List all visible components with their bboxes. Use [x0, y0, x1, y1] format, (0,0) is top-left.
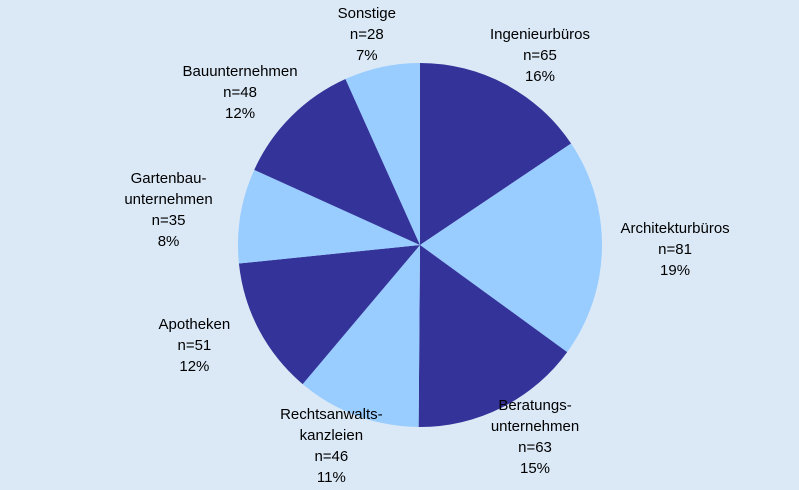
- slice-label: Ingenieurbüros n=65 16%: [490, 24, 590, 87]
- slice-label: Architekturbüros n=81 19%: [620, 218, 729, 281]
- value-label: n=46: [314, 448, 349, 465]
- pie-slice: [238, 169, 420, 264]
- value-label: n=28: [349, 26, 384, 44]
- share-label: 12%: [225, 105, 256, 123]
- slice-label: Bauunternehmen n=48 12%: [183, 61, 298, 124]
- value-label: n=48: [223, 84, 257, 102]
- value-label: n=35: [151, 212, 186, 230]
- pie-slice: [420, 63, 572, 245]
- slice-label: Rechtsanwalts- kanzleien n=46 11%: [280, 404, 383, 488]
- share-label: 7%: [355, 47, 378, 65]
- category-label: Ingenieurbüros: [489, 25, 591, 43]
- category-label: Apotheken: [158, 315, 231, 333]
- share-label: 15%: [520, 459, 551, 477]
- value-label: n=51: [177, 336, 212, 354]
- pie-slice: [254, 78, 420, 245]
- pie-slice: [420, 143, 603, 353]
- slice-label: Beratungs- unternehmen n=63 15%: [491, 395, 579, 479]
- pie-slice: [345, 63, 420, 245]
- share-label: 11%: [316, 469, 346, 486]
- share-label: 8%: [157, 233, 180, 251]
- value-label: n=81: [658, 240, 692, 258]
- slice-label: Apotheken n=51 12%: [159, 314, 231, 377]
- category-label: Sonstige: [337, 5, 396, 23]
- category-label: Architekturbüros: [620, 219, 730, 237]
- pie-slice: [418, 245, 568, 427]
- pie-slice: [238, 245, 420, 385]
- share-label: 19%: [660, 261, 691, 279]
- slice-label: Gartenbau- unternehmen n=35 8%: [124, 168, 212, 252]
- share-label: 12%: [179, 357, 210, 375]
- category-label: Beratungs- unternehmen: [490, 396, 580, 435]
- slice-label: Sonstige n=28 7%: [338, 3, 396, 66]
- value-label: n=63: [518, 438, 552, 456]
- pie-slice: [302, 245, 420, 427]
- value-label: n=65: [523, 46, 557, 64]
- category-label: Bauunternehmen: [182, 63, 298, 81]
- category-label: Rechtsanwalts- kanzleien: [280, 406, 383, 444]
- share-label: 16%: [524, 67, 555, 85]
- category-label: Gartenbau- unternehmen: [124, 170, 213, 209]
